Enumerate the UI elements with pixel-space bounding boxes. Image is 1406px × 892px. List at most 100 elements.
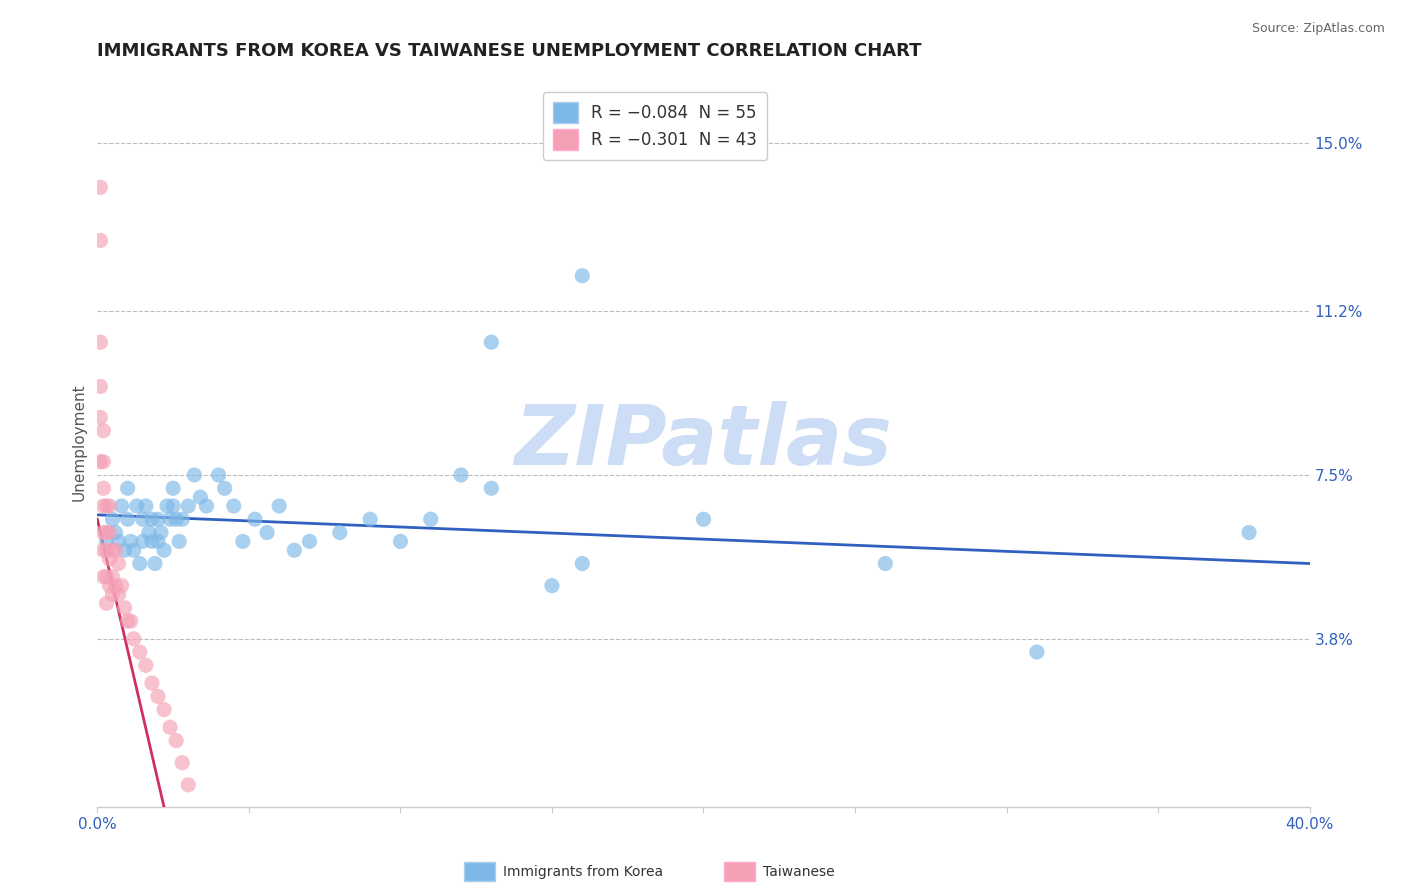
- Point: [101, 570, 124, 584]
- Text: Immigrants from Korea: Immigrants from Korea: [503, 865, 664, 880]
- Point: [479, 481, 502, 495]
- Point: [110, 579, 132, 593]
- Point: [120, 614, 142, 628]
- Point: [101, 587, 124, 601]
- Point: [114, 543, 136, 558]
- Point: [117, 614, 139, 628]
- Point: [93, 499, 115, 513]
- Point: [419, 512, 441, 526]
- Point: [98, 499, 121, 513]
- Point: [89, 455, 111, 469]
- Point: [93, 543, 115, 558]
- Point: [479, 335, 502, 350]
- Point: [135, 658, 157, 673]
- Point: [1237, 525, 1260, 540]
- Point: [110, 499, 132, 513]
- Point: [156, 499, 179, 513]
- Point: [107, 587, 129, 601]
- Point: [162, 499, 184, 513]
- Point: [195, 499, 218, 513]
- Point: [141, 512, 163, 526]
- Point: [120, 534, 142, 549]
- Point: [89, 379, 111, 393]
- Point: [232, 534, 254, 549]
- Point: [172, 512, 194, 526]
- Point: [143, 557, 166, 571]
- Point: [389, 534, 412, 549]
- Point: [146, 690, 169, 704]
- Point: [93, 424, 115, 438]
- Point: [571, 557, 593, 571]
- Point: [89, 180, 111, 194]
- Point: [114, 600, 136, 615]
- Point: [101, 543, 124, 558]
- Point: [1025, 645, 1047, 659]
- Point: [138, 525, 160, 540]
- Text: Source: ZipAtlas.com: Source: ZipAtlas.com: [1251, 22, 1385, 36]
- Point: [541, 579, 564, 593]
- Point: [153, 703, 176, 717]
- Point: [104, 525, 127, 540]
- Point: [450, 467, 472, 482]
- Point: [93, 455, 115, 469]
- Point: [162, 481, 184, 495]
- Point: [122, 543, 145, 558]
- Point: [243, 512, 266, 526]
- Point: [104, 579, 127, 593]
- Point: [98, 525, 121, 540]
- Point: [269, 499, 291, 513]
- Point: [107, 557, 129, 571]
- Point: [98, 552, 121, 566]
- Point: [132, 512, 155, 526]
- Point: [183, 467, 205, 482]
- Point: [89, 410, 111, 425]
- Point: [96, 570, 118, 584]
- Point: [101, 512, 124, 526]
- Point: [692, 512, 714, 526]
- Point: [128, 557, 150, 571]
- Point: [571, 268, 593, 283]
- Point: [141, 676, 163, 690]
- Point: [165, 512, 187, 526]
- Point: [135, 499, 157, 513]
- Point: [329, 525, 352, 540]
- Text: Taiwanese: Taiwanese: [763, 865, 835, 880]
- Point: [177, 499, 200, 513]
- Point: [122, 632, 145, 646]
- Point: [104, 543, 127, 558]
- Point: [89, 335, 111, 350]
- Point: [875, 557, 897, 571]
- Point: [207, 467, 229, 482]
- Point: [96, 543, 118, 558]
- Point: [98, 579, 121, 593]
- Point: [93, 481, 115, 495]
- Point: [117, 512, 139, 526]
- Point: [222, 499, 245, 513]
- Point: [214, 481, 236, 495]
- Point: [146, 534, 169, 549]
- Point: [190, 490, 212, 504]
- Text: IMMIGRANTS FROM KOREA VS TAIWANESE UNEMPLOYMENT CORRELATION CHART: IMMIGRANTS FROM KOREA VS TAIWANESE UNEMP…: [97, 42, 922, 60]
- Point: [96, 525, 118, 540]
- Point: [298, 534, 321, 549]
- Point: [172, 756, 194, 770]
- Point: [359, 512, 381, 526]
- Point: [146, 512, 169, 526]
- Point: [141, 534, 163, 549]
- Point: [96, 499, 118, 513]
- Point: [256, 525, 278, 540]
- Point: [167, 534, 190, 549]
- Point: [159, 720, 181, 734]
- Point: [283, 543, 305, 558]
- Point: [96, 596, 118, 610]
- Y-axis label: Unemployment: Unemployment: [72, 383, 86, 500]
- Point: [165, 733, 187, 747]
- Point: [150, 525, 173, 540]
- Point: [96, 534, 118, 549]
- Point: [153, 543, 176, 558]
- Legend: R = −0.084  N = 55, R = −0.301  N = 43: R = −0.084 N = 55, R = −0.301 N = 43: [543, 92, 768, 160]
- Point: [89, 233, 111, 247]
- Point: [132, 534, 155, 549]
- Point: [159, 512, 181, 526]
- Point: [93, 570, 115, 584]
